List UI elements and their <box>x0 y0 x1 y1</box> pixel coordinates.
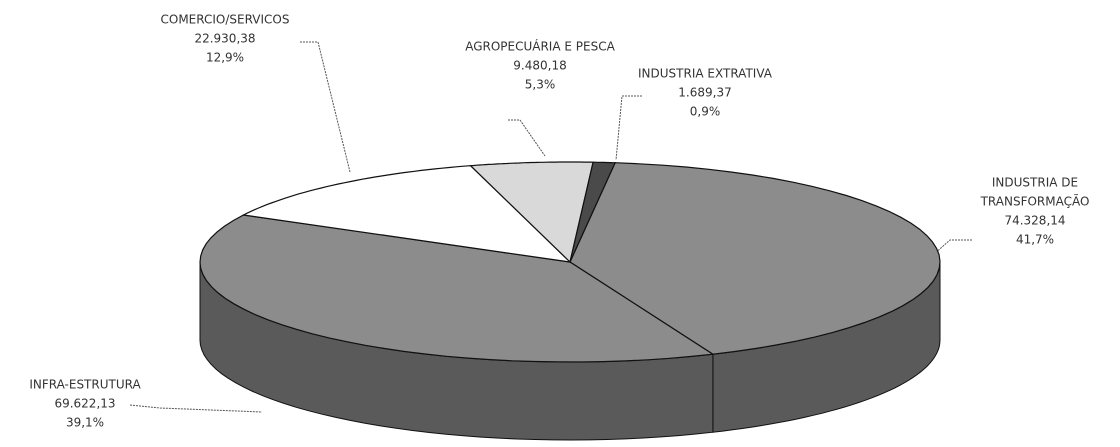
slice-label: COMERCIO/SERVICOS <box>161 13 290 27</box>
percent-label: 5,3% <box>525 78 556 92</box>
value-label: 1.689,37 <box>678 86 731 100</box>
slice-label: INDUSTRIA EXTRATIVA <box>638 67 773 81</box>
leader-line <box>129 404 263 413</box>
percent-label: 41,7% <box>1016 233 1054 247</box>
value-label: 9.480,18 <box>513 59 566 73</box>
leader-line <box>924 239 972 263</box>
pie-slice <box>569 162 941 355</box>
slice-label: TRANSFORMAÇÃO <box>980 194 1090 209</box>
percent-label: 12,9% <box>206 51 244 65</box>
percent-label: 39,1% <box>66 416 104 430</box>
value-label: 22.930,38 <box>194 32 255 46</box>
pie-slice <box>241 165 572 263</box>
value-label: 69.622,13 <box>54 397 115 411</box>
pie-slice <box>569 161 617 263</box>
slice-label: INDUSTRIA DE <box>992 176 1078 190</box>
leader-line <box>508 119 546 157</box>
pie-slice <box>199 214 715 363</box>
leader-line <box>300 41 351 173</box>
percent-label: 0,9% <box>690 105 721 119</box>
slice-label: INFRA-ESTRUTURA <box>29 378 141 392</box>
leader-line <box>615 95 642 161</box>
slice-label: AGROPECUÁRIA E PESCA <box>465 39 615 54</box>
value-label: 74.328,14 <box>1004 214 1065 228</box>
pie-slice <box>469 161 594 264</box>
